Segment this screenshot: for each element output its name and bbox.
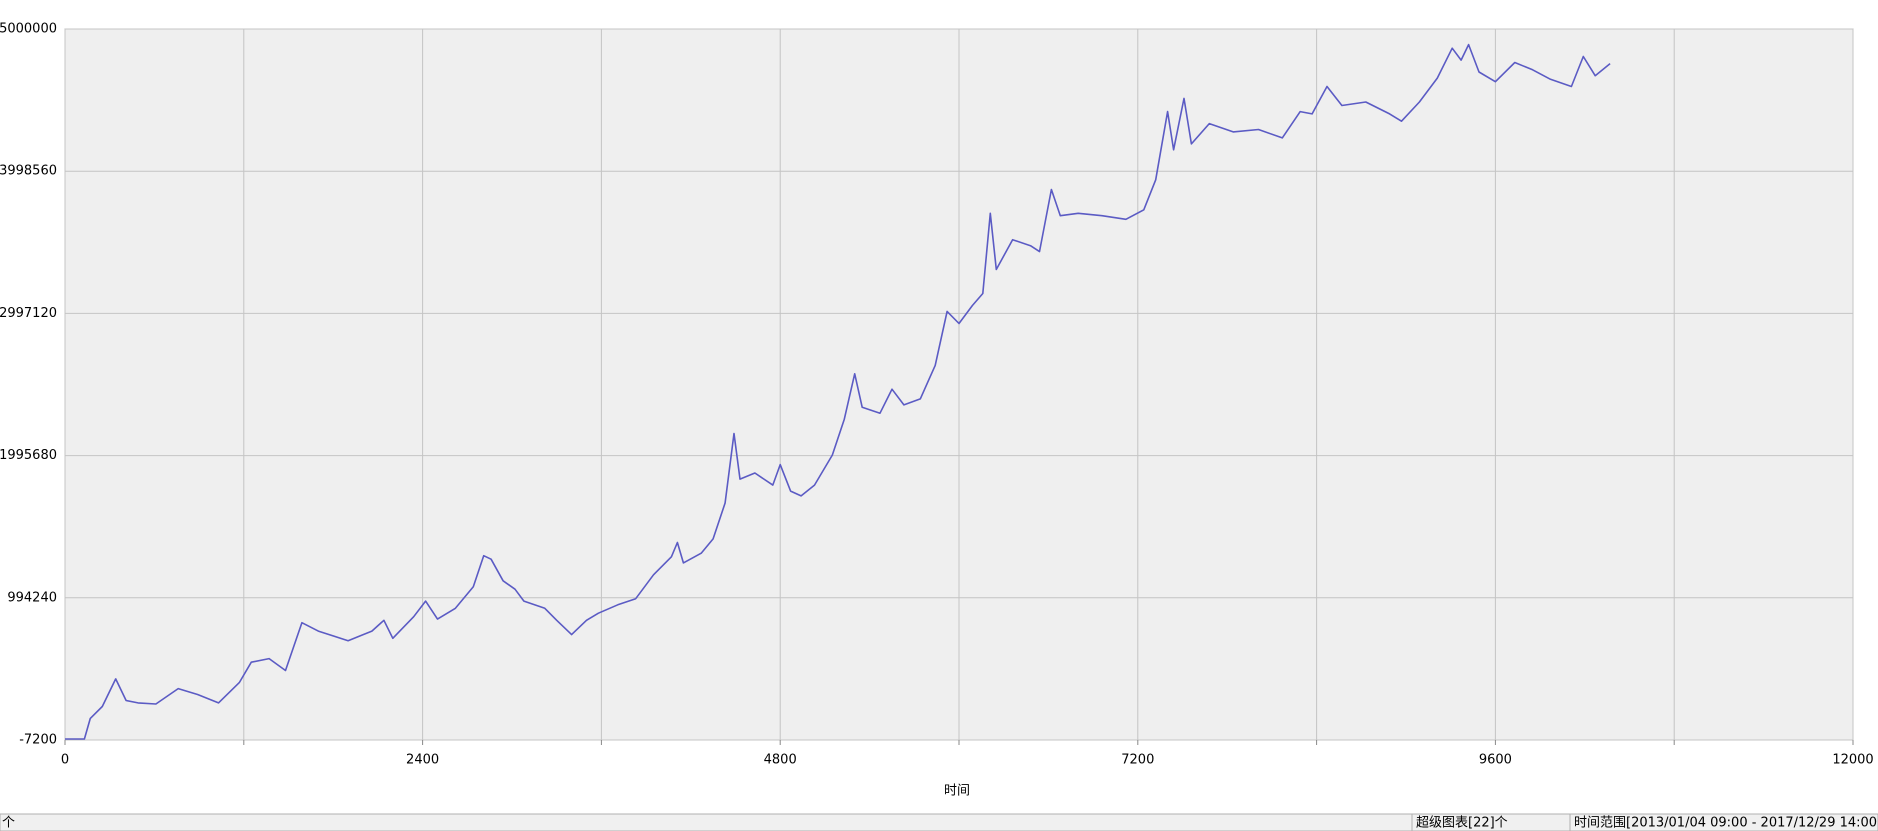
status-bar: [0, 813, 1878, 831]
y-tick-label: 2997120: [0, 306, 57, 321]
data-line: [65, 43, 1611, 740]
y-tick-label: 5000000: [0, 22, 57, 37]
x-tick-label: 0: [61, 753, 69, 768]
status-text: 时间范围[2013/01/04 09:00 - 2017/12/29 14:00…: [1574, 816, 1878, 831]
x-tick-label: 7200: [1121, 753, 1154, 768]
status-text: 个: [2, 816, 15, 831]
y-tick-label: 1995680: [0, 448, 57, 463]
y-tick-label: 3998560: [0, 164, 57, 179]
status-text: 超级图表[22]个: [1416, 816, 1508, 831]
x-axis-label: 时间: [944, 784, 970, 799]
x-tick-label: 4800: [764, 753, 797, 768]
x-tick-label: 9600: [1479, 753, 1512, 768]
x-tick-label: 2400: [406, 753, 439, 768]
y-tick-label: -7200: [19, 733, 57, 748]
y-tick-label: 994240: [7, 590, 57, 605]
x-tick-label: 12000: [1832, 753, 1873, 768]
